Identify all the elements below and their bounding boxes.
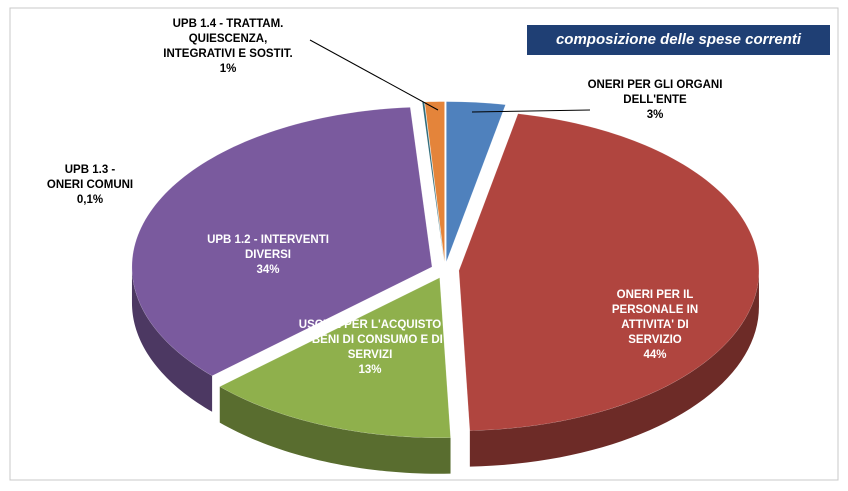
value-label: 3% — [646, 109, 664, 121]
slice-side — [131, 266, 213, 412]
slice — [446, 101, 506, 262]
slice-side — [469, 270, 759, 467]
slice — [219, 277, 451, 438]
data-label: USCITE PER L'ACQUISTO DI BENI DI CONSUMO… — [295, 318, 445, 378]
value-label: 44% — [643, 349, 667, 361]
slice-side — [219, 386, 451, 474]
category-label: UPB 1.3 - ONERI COMUNI — [46, 164, 134, 191]
category-label: USCITE PER L'ACQUISTO DI BENI DI CONSUMO… — [297, 319, 443, 361]
slice — [458, 113, 760, 431]
leader-line — [471, 109, 591, 113]
category-label: UPB 1.4 - TRATTAM. QUIESCENZA, INTEGRATI… — [163, 18, 293, 60]
value-label: 0,1% — [76, 194, 104, 206]
chart-title: composizione delle spese correnti — [527, 25, 830, 55]
slice — [424, 101, 445, 262]
pie — [131, 101, 760, 474]
category-label: ONERI PER IL PERSONALE IN ATTIVITA' DI S… — [611, 289, 699, 346]
data-label: ONERI PER IL PERSONALE IN ATTIVITA' DI S… — [600, 288, 710, 363]
slice — [131, 107, 433, 377]
data-label: UPB 1.4 - TRATTAM. QUIESCENZA, INTEGRATI… — [153, 17, 303, 77]
category-label: UPB 1.2 - INTERVENTI DIVERSI — [207, 234, 329, 261]
data-label: UPB 1.3 - ONERI COMUNI 0,1% — [45, 163, 135, 208]
leader-line — [309, 39, 439, 111]
category-label: ONERI PER GLI ORGANI DELL'ENTE — [587, 79, 723, 106]
value-label: 1% — [219, 63, 237, 75]
data-label: UPB 1.2 - INTERVENTI DIVERSI 34% — [193, 233, 343, 278]
data-label: ONERI PER GLI ORGANI DELL'ENTE 3% — [580, 78, 730, 123]
value-label: 34% — [256, 264, 280, 276]
value-label: 13% — [358, 364, 382, 376]
